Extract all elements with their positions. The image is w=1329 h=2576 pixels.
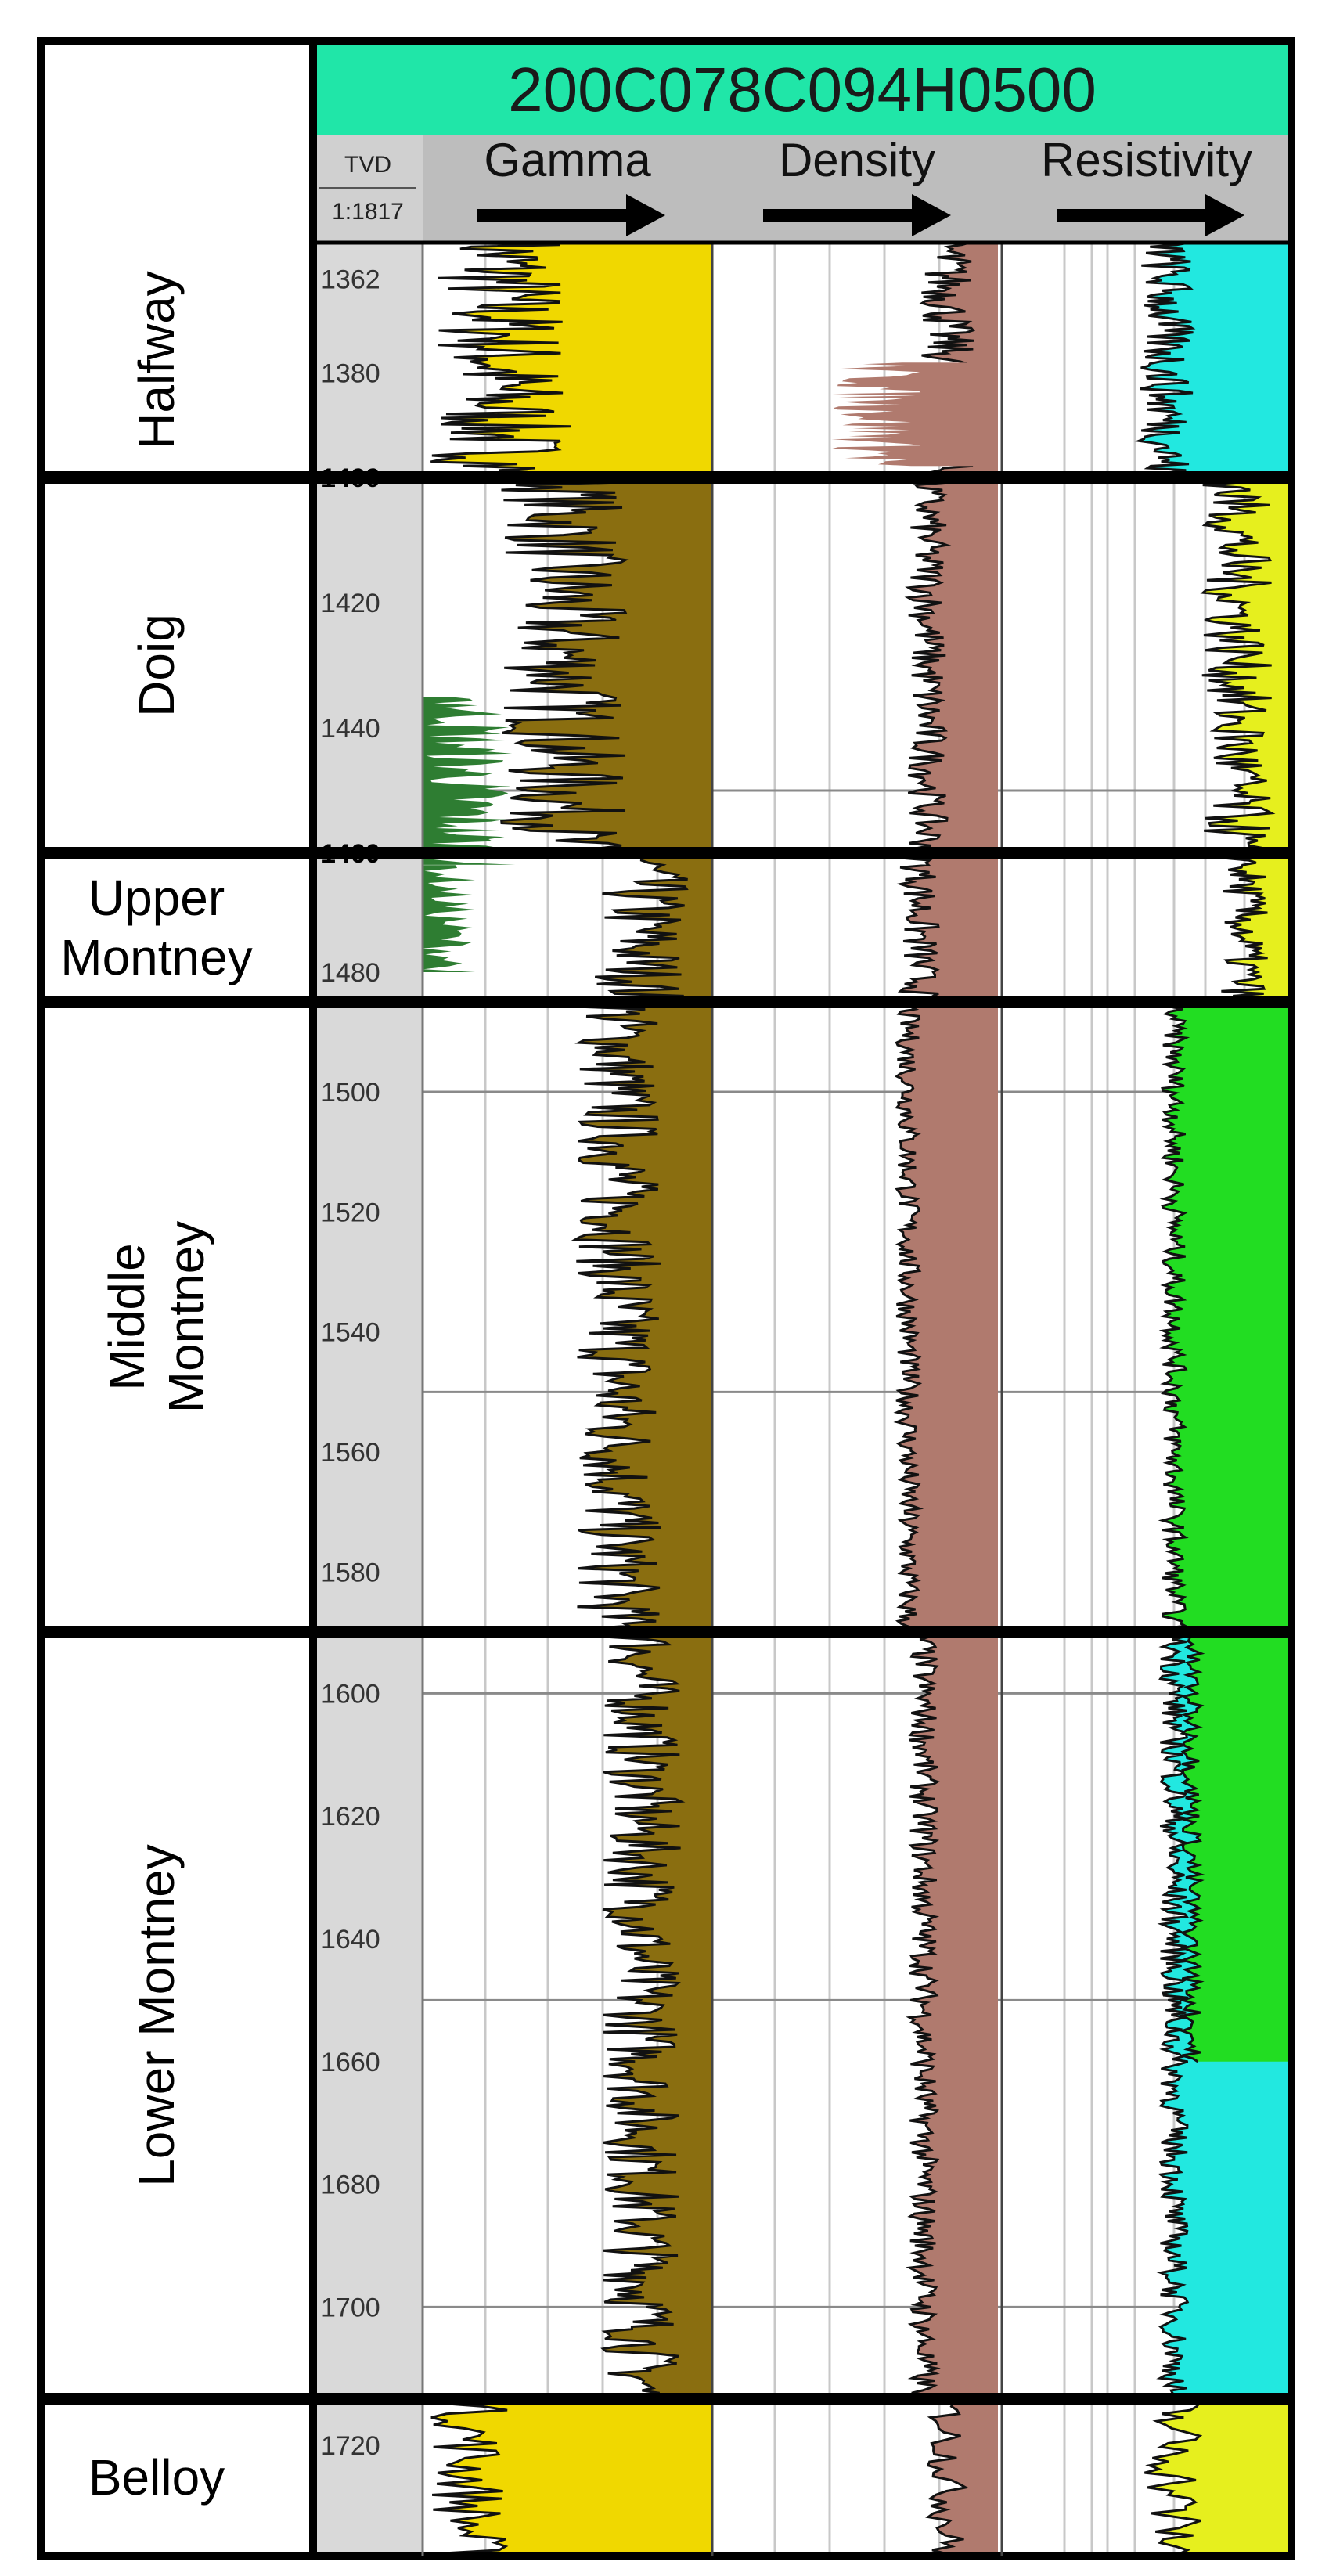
depth-tick-label: 1540: [321, 1318, 380, 1348]
formation-label: MiddleMontney: [99, 1221, 214, 1413]
formation-label: Halfway: [128, 271, 185, 449]
track-header-bar: [423, 135, 1291, 243]
well-title: 200C078C094H0500: [508, 55, 1097, 124]
depth-track: [313, 243, 423, 2556]
depth-tick-label: 1480: [321, 958, 380, 988]
resistivity-track-label: Resistivity: [1041, 134, 1252, 186]
log-borders: [37, 37, 1295, 2560]
depth-tick-label: 1700: [321, 2293, 380, 2322]
formation-label: Belloy: [88, 2449, 225, 2506]
scale-label: 1:1817: [332, 199, 404, 225]
depth-labels: 1362138014001420144014601480150015201540…: [321, 265, 380, 2461]
depth-tick-label: 1380: [321, 359, 380, 389]
formation-label: Upper Montney: [60, 870, 252, 985]
resistivity-curve: [1134, 243, 1291, 2555]
depth-tick-label: 1620: [321, 1802, 380, 1832]
gamma-curve: [423, 243, 712, 2556]
depth-tick-label: 1640: [321, 1925, 380, 1955]
depth-tick-label: 1660: [321, 2048, 380, 2077]
depth-tick-label: 1520: [321, 1198, 380, 1227]
depth-tick-label: 1560: [321, 1438, 380, 1468]
formation-label: Lower Montney: [128, 1844, 185, 2187]
depth-tick-label: 1680: [321, 2171, 380, 2200]
density-track-label: Density: [779, 134, 935, 186]
well-title-bar: [313, 41, 1291, 135]
depth-tick-label: 1440: [321, 714, 380, 744]
formation-column: Halfway Doig Upper Montney MiddleMontney Lowe…: [60, 271, 252, 2506]
density-curve: [831, 243, 998, 2556]
resistivity-arrow-icon: [1057, 194, 1244, 236]
formation-label: Doig: [128, 614, 185, 717]
depth-tick-label: 1500: [321, 1078, 380, 1108]
depth-tick-label: 1362: [321, 265, 380, 295]
gamma-arrow-icon: [477, 194, 665, 236]
depth-tick-label: 1720: [321, 2431, 380, 2461]
density-arrow-icon: [763, 194, 951, 236]
depth-tick-label: 1420: [321, 589, 380, 618]
depth-tick-label: 1600: [321, 1679, 380, 1709]
tvd-label: TVD: [344, 152, 391, 178]
depth-tick-label: 1580: [321, 1558, 380, 1587]
gamma-track-label: Gamma: [484, 134, 651, 186]
